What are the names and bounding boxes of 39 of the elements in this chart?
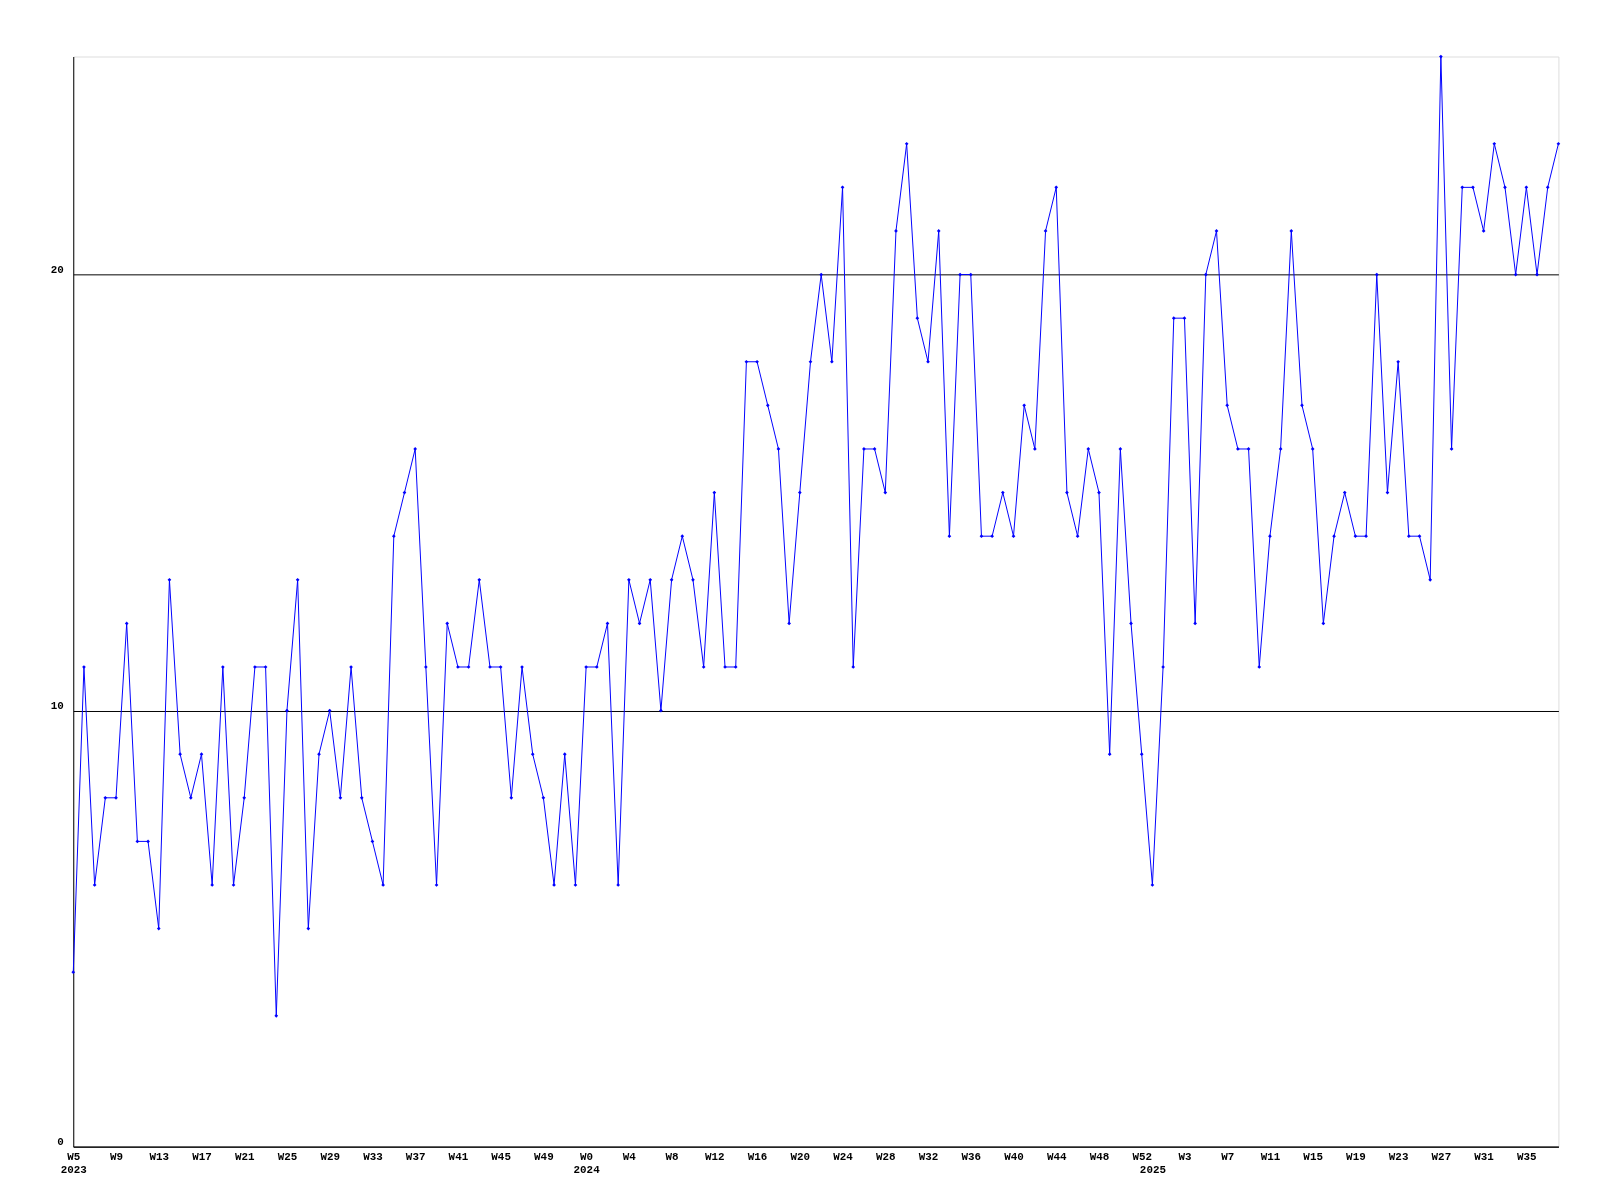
x-tick-label: W7	[1221, 1151, 1235, 1163]
x-tick-label: W37	[405, 1151, 426, 1163]
x-tick-label: W24	[833, 1151, 854, 1163]
x-tick-label: W52	[1132, 1151, 1153, 1163]
x-tick-label: W20	[790, 1151, 811, 1163]
x-tick-label: W12	[705, 1151, 725, 1163]
x-tick-label: W33	[363, 1151, 383, 1163]
x-tick-label: W32	[918, 1151, 939, 1163]
x-tick-label: 2025	[1139, 1163, 1166, 1176]
x-tick-label: W35	[1517, 1151, 1537, 1163]
x-tick-label: W0 2024	[573, 1151, 601, 1176]
x-tick-label: W44	[1046, 1151, 1067, 1163]
x-tick-label: W21	[234, 1151, 255, 1163]
x-tick-label: W19	[1346, 1151, 1366, 1163]
x-tick-label: W23	[1388, 1151, 1409, 1163]
x-tick-label: W17	[192, 1151, 212, 1163]
y-tick-label: 10	[50, 700, 64, 713]
x-tick-label: W45	[491, 1151, 511, 1163]
x-tick-label: W3	[1178, 1151, 1192, 1163]
x-tick-label: W29	[320, 1151, 340, 1163]
x-tick-label: W48	[1089, 1151, 1110, 1163]
x-tick-label: W13	[149, 1151, 170, 1163]
x-tick-label: W5 2023	[60, 1151, 87, 1176]
x-tick-label: W4	[622, 1151, 637, 1163]
x-tick-label: W27	[1431, 1151, 1452, 1163]
x-tick-label: W31	[1474, 1151, 1495, 1163]
x-tick-label: W36	[961, 1151, 982, 1163]
x-tick-label: W16	[747, 1151, 768, 1163]
x-tick-label: W8	[665, 1151, 679, 1163]
x-tick-label: W25	[277, 1151, 298, 1163]
x-tick-label: W49	[534, 1151, 554, 1163]
x-tick-label: W15	[1303, 1151, 1323, 1163]
x-tick-label: W11	[1260, 1151, 1281, 1163]
y-tick-label: 20	[50, 264, 64, 277]
x-tick-label: W40	[1004, 1151, 1024, 1163]
x-tick-label: W41	[448, 1151, 469, 1163]
y-tick-label: 0	[57, 1136, 64, 1149]
x-tick-label: W9	[109, 1151, 124, 1163]
x-tick-label: W28	[875, 1151, 896, 1163]
